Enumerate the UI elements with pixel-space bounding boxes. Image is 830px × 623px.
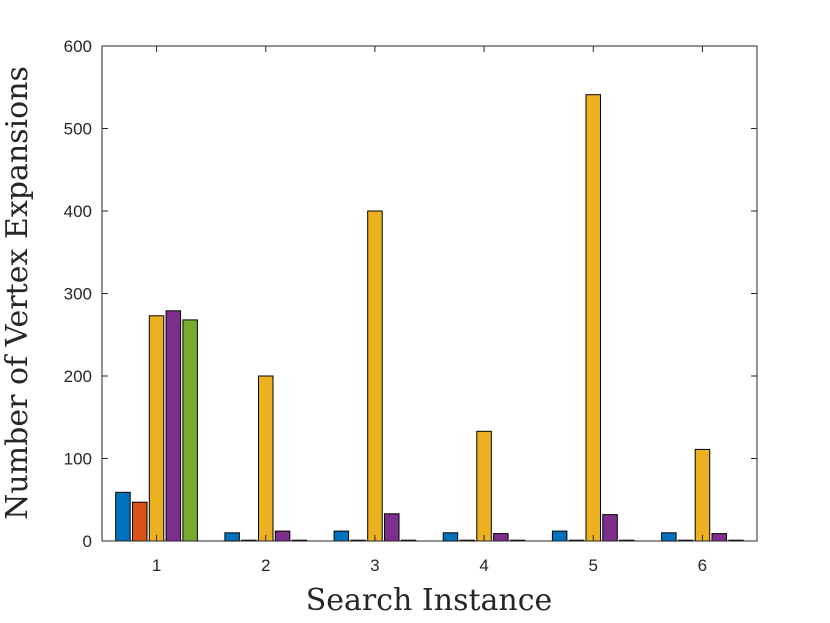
x-tick-label: 3 bbox=[370, 556, 379, 575]
bar-2-series-1 bbox=[224, 532, 240, 542]
bar-5-series-1 bbox=[551, 530, 568, 542]
bar-1-series-4 bbox=[165, 310, 182, 542]
bar-1-series-2 bbox=[132, 501, 148, 542]
x-tick-label: 4 bbox=[479, 556, 488, 575]
x-axis-title: Search Instance bbox=[306, 583, 553, 618]
bar-3-series-3 bbox=[367, 210, 383, 542]
bar-6-series-1 bbox=[661, 532, 677, 542]
bar-4-series-4 bbox=[493, 533, 509, 542]
bar-3-series-1 bbox=[333, 530, 350, 542]
bar-6-series-3 bbox=[694, 448, 711, 542]
y-axis-ticks: 0 100 200 300 400 500 600 bbox=[64, 37, 757, 551]
y-tick-label: 0 bbox=[83, 532, 92, 551]
bars-group bbox=[115, 94, 744, 542]
y-tick-label: 400 bbox=[64, 202, 92, 221]
bar-2-series-3 bbox=[258, 375, 274, 542]
bar-1-series-5 bbox=[182, 319, 198, 542]
axes-box bbox=[101, 45, 758, 542]
x-tick-label: 1 bbox=[152, 556, 161, 575]
bar-4-series-1 bbox=[442, 532, 459, 542]
y-tick-label: 200 bbox=[64, 367, 92, 386]
bar-2-series-4 bbox=[274, 530, 291, 542]
bar-1-series-3 bbox=[148, 315, 165, 542]
x-axis-ticks: 1 2 3 4 5 6 bbox=[152, 46, 707, 575]
bar-1-series-1 bbox=[115, 491, 131, 542]
bar-6-series-4 bbox=[711, 533, 727, 542]
bar-3-series-4 bbox=[384, 513, 400, 542]
bar-5-series-4 bbox=[602, 514, 618, 542]
x-tick-label: 2 bbox=[261, 556, 270, 575]
y-tick-label: 500 bbox=[64, 120, 92, 139]
y-tick-label: 300 bbox=[64, 285, 92, 304]
bar-5-series-3 bbox=[585, 94, 601, 542]
y-tick-label: 600 bbox=[64, 37, 92, 56]
y-axis-title: Number of Vertex Expansions bbox=[0, 66, 35, 520]
x-tick-label: 5 bbox=[589, 556, 598, 575]
y-tick-label: 100 bbox=[64, 450, 92, 469]
bar-4-series-3 bbox=[476, 430, 492, 542]
x-tick-label: 6 bbox=[698, 556, 707, 575]
